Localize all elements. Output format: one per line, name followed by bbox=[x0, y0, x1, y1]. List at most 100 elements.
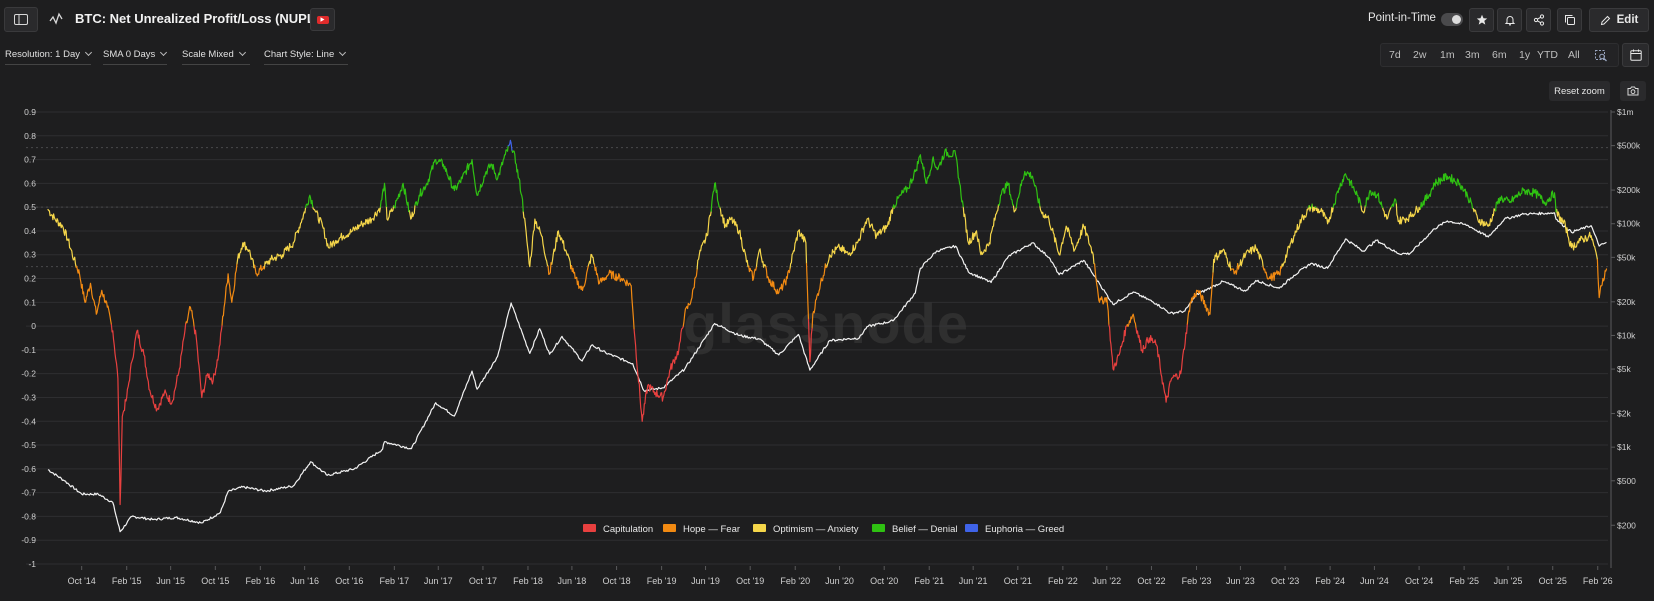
x-tick-label: Oct '18 bbox=[602, 576, 630, 586]
x-tick-label: Oct '21 bbox=[1004, 576, 1032, 586]
sma-dropdown[interactable]: SMA 0 Days bbox=[103, 48, 168, 65]
legend-swatch bbox=[872, 524, 885, 532]
dropdown-underline bbox=[5, 64, 91, 65]
x-tick-label: Feb '18 bbox=[513, 576, 543, 586]
y-right-tick-label: $200 bbox=[1617, 520, 1636, 530]
legend-item[interactable]: Hope — Fear bbox=[663, 524, 740, 535]
range-ytd[interactable]: YTD bbox=[1537, 49, 1558, 61]
y-left-tick-label: -0.6 bbox=[21, 464, 36, 474]
page-title: BTC: Net Unrealized Profit/Loss (NUPL) bbox=[75, 11, 320, 26]
chart-style-dropdown[interactable]: Chart Style: Line bbox=[264, 48, 348, 65]
range-1y[interactable]: 1y bbox=[1519, 49, 1531, 61]
sidebar-toggle-button[interactable] bbox=[4, 7, 38, 32]
x-tick-label: Oct '20 bbox=[870, 576, 898, 586]
y-left-tick-label: 0.5 bbox=[24, 202, 36, 212]
x-tick-label: Jun '20 bbox=[825, 576, 854, 586]
favorite-button[interactable] bbox=[1469, 8, 1494, 32]
x-tick-label: Jun '15 bbox=[156, 576, 185, 586]
range-2w[interactable]: 2w bbox=[1413, 49, 1427, 61]
x-tick-label: Oct '22 bbox=[1137, 576, 1165, 586]
dropdown-underline bbox=[264, 64, 348, 65]
x-tick-label: Oct '14 bbox=[68, 576, 96, 586]
legend-item[interactable]: Belief — Denial bbox=[872, 524, 957, 535]
x-tick-label: Feb '23 bbox=[1182, 576, 1212, 586]
x-tick-label: Jun '24 bbox=[1360, 576, 1389, 586]
date-range-button[interactable] bbox=[1622, 43, 1649, 67]
legend-label: Belief — Denial bbox=[892, 524, 957, 535]
y-right-tick-label: $500k bbox=[1617, 141, 1641, 151]
x-tick-label: Oct '25 bbox=[1539, 576, 1567, 586]
y-right-tick-label: $100k bbox=[1617, 219, 1641, 229]
y-left-tick-label: -1 bbox=[28, 559, 36, 569]
x-tick-label: Oct '24 bbox=[1405, 576, 1433, 586]
share-button[interactable] bbox=[1526, 8, 1551, 32]
y-left-tick-label: 0.1 bbox=[24, 297, 36, 307]
sidebar-toggle-icon bbox=[14, 14, 28, 25]
x-tick-label: Feb '19 bbox=[647, 576, 677, 586]
chevron-down-icon bbox=[84, 48, 93, 57]
y-right-tick-label: $1k bbox=[1617, 442, 1631, 452]
chevron-down-icon bbox=[238, 48, 246, 57]
y-right-tick-label: $50k bbox=[1617, 252, 1636, 262]
x-tick-label: Oct '15 bbox=[201, 576, 229, 586]
scale-label: Scale Mixed bbox=[182, 49, 234, 60]
legend-label: Euphoria — Greed bbox=[985, 524, 1064, 535]
resolution-dropdown[interactable]: Resolution: 1 Day bbox=[5, 48, 93, 65]
range-6m[interactable]: 6m bbox=[1492, 49, 1507, 61]
price-series-line bbox=[47, 211, 1607, 533]
legend-item[interactable]: Euphoria — Greed bbox=[965, 524, 1064, 535]
y-left-tick-label: 0.6 bbox=[24, 178, 36, 188]
y-left-tick-label: 0 bbox=[31, 321, 36, 331]
copy-button[interactable] bbox=[1557, 8, 1582, 32]
toggle-knob bbox=[1452, 15, 1461, 24]
x-tick-label: Jun '18 bbox=[558, 576, 587, 586]
y-left-tick-label: 0.8 bbox=[24, 131, 36, 141]
scale-dropdown[interactable]: Scale Mixed bbox=[182, 48, 250, 65]
nupl-hope-fear-segments bbox=[75, 258, 1608, 331]
chart-legend: Capitulation Hope — Fear Optimism — Anxiet… bbox=[583, 524, 1064, 535]
range-all[interactable]: All bbox=[1568, 49, 1580, 61]
x-tick-label: Feb '21 bbox=[914, 576, 944, 586]
x-tick-label: Jun '16 bbox=[290, 576, 319, 586]
x-tick-label: Feb '17 bbox=[379, 576, 409, 586]
x-tick-label: Feb '20 bbox=[780, 576, 810, 586]
y-right-tick-label: $5k bbox=[1617, 364, 1631, 374]
zoom-select-icon[interactable] bbox=[1595, 50, 1608, 62]
pencil-icon bbox=[1600, 15, 1610, 25]
legend-swatch bbox=[663, 524, 676, 532]
x-tick-label: Feb '15 bbox=[112, 576, 142, 586]
legend-item[interactable]: Optimism — Anxiety bbox=[753, 524, 859, 535]
x-tick-label: Feb '26 bbox=[1583, 576, 1613, 586]
nupl-optimism-anxiety-segments bbox=[47, 202, 1598, 274]
chevron-down-icon bbox=[160, 48, 168, 57]
metric-line-icon bbox=[49, 12, 63, 25]
y-right-tick-label: $200k bbox=[1617, 185, 1641, 195]
legend-label: Optimism — Anxiety bbox=[773, 524, 859, 535]
edit-label: Edit bbox=[1616, 14, 1639, 26]
y-left-tick-label: -0.3 bbox=[21, 392, 36, 402]
alert-button[interactable] bbox=[1497, 8, 1522, 32]
youtube-video-button[interactable] bbox=[310, 8, 335, 31]
legend-item[interactable]: Capitulation bbox=[583, 524, 653, 535]
calendar-icon bbox=[1629, 49, 1642, 61]
range-1m[interactable]: 1m bbox=[1440, 49, 1455, 61]
reset-zoom-button[interactable]: Reset zoom bbox=[1549, 81, 1610, 101]
edit-button[interactable]: Edit bbox=[1589, 8, 1649, 32]
point-in-time-toggle[interactable] bbox=[1441, 13, 1463, 26]
resolution-label: Resolution: 1 Day bbox=[5, 49, 80, 60]
y-right-tick-label: $500 bbox=[1617, 476, 1636, 486]
nupl-chart[interactable]: 0.9 0.8 0.7 0.6 0.5 0.4 0.3 0.2 0.1 0 -0.1 -0.2 -0.3… bbox=[0, 96, 1654, 601]
x-tick-label: Jun '23 bbox=[1226, 576, 1255, 586]
screenshot-button[interactable] bbox=[1620, 81, 1646, 101]
point-in-time-label: Point-in-Time bbox=[1368, 12, 1436, 24]
y-left-tick-label: -0.1 bbox=[21, 345, 36, 355]
range-3m[interactable]: 3m bbox=[1465, 49, 1480, 61]
x-tick-label: Oct '17 bbox=[469, 576, 497, 586]
nupl-euphoria-greed-segments bbox=[507, 139, 513, 151]
y-left-tick-label: -0.8 bbox=[21, 511, 36, 521]
youtube-icon bbox=[316, 15, 329, 24]
share-icon bbox=[1533, 14, 1544, 26]
star-icon bbox=[1476, 14, 1487, 25]
range-7d[interactable]: 7d bbox=[1389, 49, 1401, 61]
x-tick-label: Oct '16 bbox=[335, 576, 363, 586]
